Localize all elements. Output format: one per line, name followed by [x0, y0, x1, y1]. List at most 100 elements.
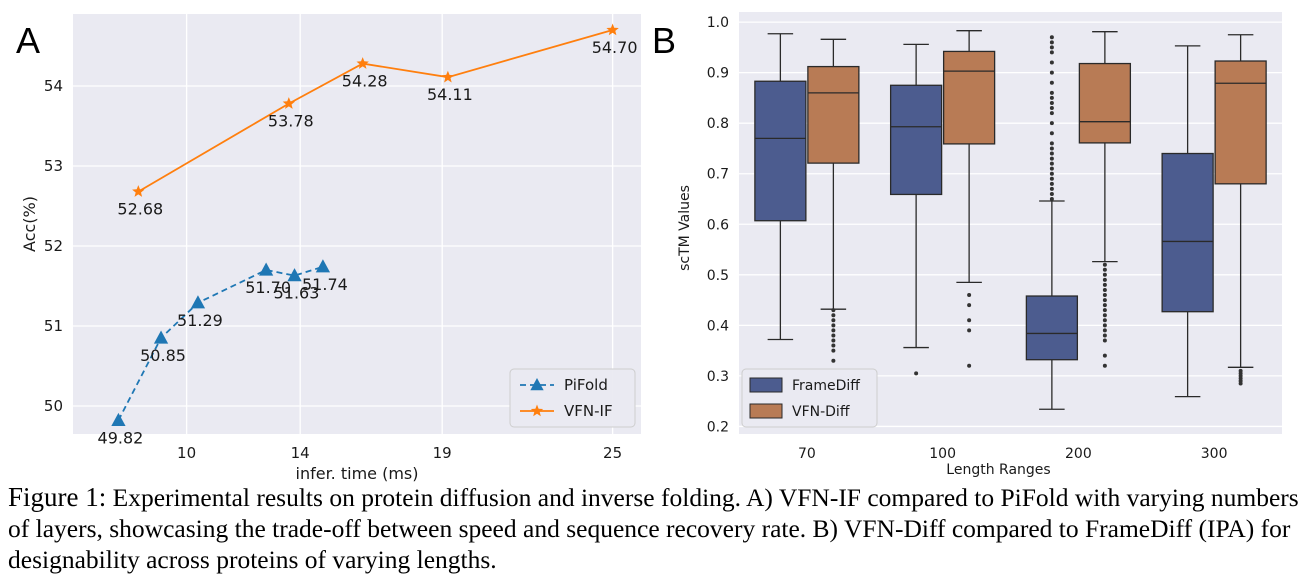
outlier-point-vfn-diff	[967, 303, 972, 308]
data-label-vfn-if: 52.68	[117, 200, 163, 219]
x-tick-label-b: 70	[798, 446, 816, 462]
y-tick-label-a: 54	[44, 77, 63, 95]
outlier-point-framediff	[1049, 60, 1054, 65]
legend-a	[509, 368, 636, 428]
legend-label-vfn-if: VFN-IF	[564, 402, 613, 420]
outlier-point-framediff	[914, 371, 919, 376]
x-tick-label-b: 200	[1065, 446, 1092, 462]
legend-swatch-vfn-diff	[749, 403, 783, 419]
y-axis-label-a: Acc(%)	[20, 196, 39, 252]
y-tick-label-b: 1.0	[707, 15, 729, 31]
outlier-point-framediff	[1049, 196, 1054, 201]
x-tick-label-b: 100	[929, 446, 956, 462]
x-axis-label-b: Length Ranges	[946, 462, 1050, 478]
outlier-point-framediff	[1049, 131, 1054, 136]
data-point-vfn-if	[282, 97, 295, 109]
legend-label-framediff: FrameDiff	[792, 378, 860, 394]
data-point-pifold	[258, 262, 274, 276]
x-tick-label-a: 10	[177, 444, 196, 462]
caption-label: Figure 1:	[8, 482, 107, 512]
data-point-pifold	[111, 412, 126, 427]
y-tick-label-b: 0.6	[707, 217, 729, 233]
legend-swatch-framediff	[749, 377, 783, 393]
outlier-point-framediff	[1049, 191, 1054, 196]
box-vfn-diff	[1214, 60, 1267, 185]
data-label-pifold: 51.74	[302, 275, 348, 294]
chart-b-sctm-boxplot: 0.2 0.3 0.4 0.5 0.6 0.7 0.8 0.9 1.0 70 100 200 300 Le…	[677, 12, 1282, 478]
y-axis-label-b: scTM Values	[677, 185, 693, 271]
outlier-point-vfn-diff	[831, 358, 836, 363]
outlier-point-vfn-diff	[1102, 293, 1107, 298]
outlier-point-framediff	[1049, 181, 1054, 186]
outlier-point-framediff	[1049, 95, 1054, 100]
data-point-vfn-if	[356, 57, 369, 69]
data-label-vfn-if: 54.11	[427, 85, 473, 104]
outlier-point-vfn-diff	[1102, 328, 1107, 333]
outlier-point-vfn-diff	[1102, 353, 1107, 358]
outlier-point-vfn-diff	[1102, 308, 1107, 313]
outlier-point-vfn-diff	[1102, 363, 1107, 368]
x-axis-label-a: infer. time (ms)	[296, 464, 419, 483]
outlier-point-framediff	[1049, 146, 1054, 151]
outlier-point-vfn-diff	[1102, 287, 1107, 292]
outlier-point-vfn-diff	[967, 363, 972, 368]
outlier-point-framediff	[1049, 70, 1054, 75]
outlier-point-vfn-diff	[1102, 318, 1107, 323]
plot-area-a	[73, 14, 641, 434]
outlier-point-framediff	[1049, 151, 1054, 156]
data-label-vfn-if: 53.78	[268, 112, 314, 131]
outlier-point-vfn-diff	[1102, 272, 1107, 277]
outlier-point-framediff	[1049, 121, 1054, 126]
outlier-point-vfn-diff	[831, 323, 836, 328]
figure-caption: Figure 1: Experimental results on protei…	[8, 482, 1304, 575]
data-point-pifold	[190, 295, 206, 309]
panel-a-label: A	[16, 20, 40, 61]
data-point-pifold	[153, 330, 169, 344]
outlier-point-vfn-diff	[831, 308, 836, 313]
outlier-point-framediff	[1049, 186, 1054, 191]
y-tick-label-a: 51	[44, 317, 63, 335]
outlier-point-vfn-diff	[831, 333, 836, 338]
series-line-pifold	[117, 265, 324, 421]
legend-marker-vfn-if	[530, 404, 544, 417]
outlier-point-vfn-diff	[1238, 368, 1243, 373]
box-framediff	[1025, 295, 1079, 361]
y-tick-label-a: 52	[44, 237, 63, 255]
data-label-pifold: 51.70	[245, 278, 291, 297]
outlier-point-vfn-diff	[831, 343, 836, 348]
data-point-vfn-if	[441, 70, 455, 83]
data-label-pifold: 49.82	[98, 428, 144, 447]
outlier-point-vfn-diff	[967, 318, 972, 323]
data-point-pifold	[287, 268, 302, 282]
x-tick-label-a: 14	[291, 444, 310, 462]
y-tick-label-b: 0.3	[707, 369, 729, 385]
outlier-point-framediff	[1049, 111, 1054, 116]
outlier-point-framediff	[1049, 40, 1054, 45]
box-vfn-diff	[1078, 62, 1132, 144]
y-tick-label-b: 0.9	[707, 66, 729, 82]
outlier-point-framediff	[1049, 141, 1054, 146]
outlier-point-vfn-diff	[1102, 282, 1107, 287]
box-vfn-diff	[942, 50, 996, 145]
outlier-point-vfn-diff	[831, 313, 836, 318]
x-tick-label-a: 25	[603, 444, 622, 462]
y-tick-label-b: 0.8	[707, 116, 729, 132]
data-label-pifold: 51.63	[274, 284, 320, 303]
outlier-point-framediff	[1049, 80, 1054, 85]
outlier-point-vfn-diff	[967, 328, 972, 333]
caption-text: Experimental results on protein diffusio…	[8, 483, 1299, 574]
data-point-vfn-if	[606, 23, 619, 36]
outlier-point-vfn-diff	[1102, 277, 1107, 282]
x-tick-label-b: 300	[1201, 446, 1228, 462]
outlier-point-vfn-diff	[831, 348, 836, 353]
outlier-point-framediff	[1049, 171, 1054, 176]
outlier-point-framediff	[1049, 50, 1054, 55]
outlier-point-framediff	[1049, 161, 1054, 166]
outlier-point-vfn-diff	[831, 328, 836, 333]
outlier-point-vfn-diff	[1102, 323, 1107, 328]
legend-label-pifold: PiFold	[564, 376, 608, 394]
data-label-pifold: 51.29	[177, 311, 223, 330]
data-label-pifold: 50.85	[140, 346, 186, 365]
box-framediff	[754, 80, 807, 222]
